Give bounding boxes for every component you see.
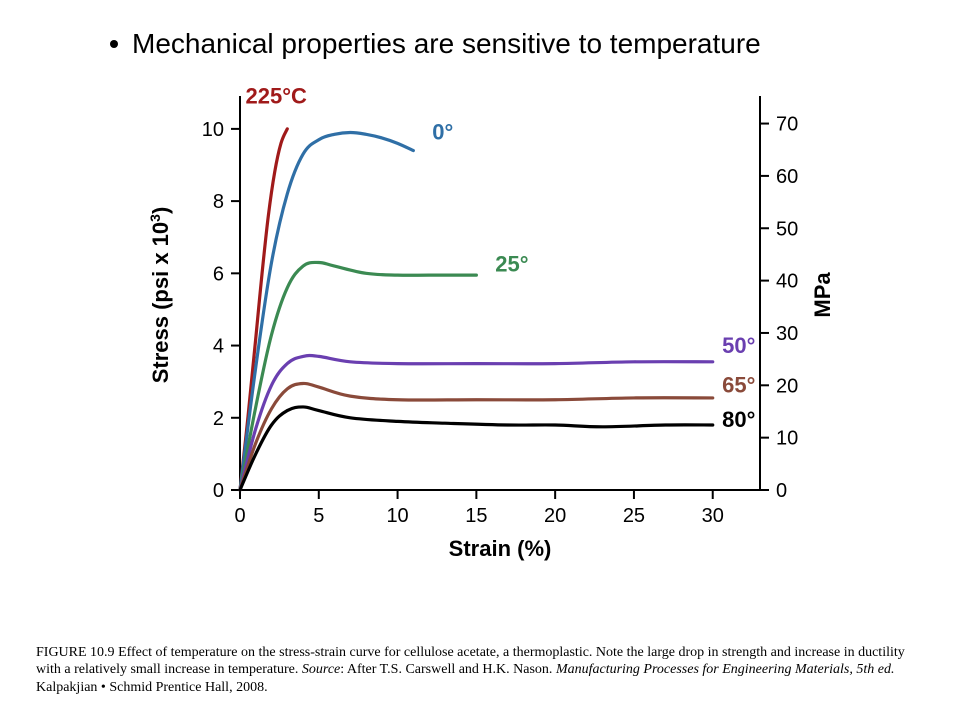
stress-strain-chart: 0 5 10 15 20 25 30 Strain (%) 0 2 4 6 8 10 Stress (psi… [120,70,860,570]
series-label-225°C: 225°C [246,84,308,109]
series-label-50°: 50° [722,333,755,358]
caption-book: Manufacturing Processes for Engineering … [556,662,895,677]
caption-source-after: : After T.S. Carswell and H.K. Nason. [340,662,556,677]
series-label-80°: 80° [722,407,755,432]
svg-text:Stress (psi x 103): Stress (psi x 103) [147,207,173,384]
figure-caption: FIGURE 10.9 Effect of temperature on the… [36,644,924,697]
svg-text:20: 20 [544,505,566,527]
svg-text:4: 4 [213,336,224,358]
caption-tail: Kalpakjian • Schmid Prentice Hall, 2008. [36,680,268,695]
svg-text:70: 70 [776,114,798,136]
svg-text:8: 8 [213,191,224,213]
svg-text:10: 10 [386,505,408,527]
svg-text:20: 20 [776,375,798,397]
svg-text:40: 40 [776,271,798,293]
series-80° [240,407,713,490]
series-label-25°: 25° [495,252,528,277]
series-label-0°: 0° [432,120,453,145]
svg-text:30: 30 [702,505,724,527]
svg-text:5: 5 [313,505,324,527]
svg-text:6: 6 [213,263,224,285]
headline: Mechanical properties are sensitive to t… [110,28,761,60]
svg-text:25: 25 [623,505,645,527]
svg-text:0: 0 [776,480,787,502]
caption-fig-label: FIGURE 10.9 [36,645,115,660]
svg-text:2: 2 [213,408,224,430]
svg-text:10: 10 [776,428,798,450]
series-label-65°: 65° [722,373,755,398]
svg-text:30: 30 [776,323,798,345]
chart-svg: 0 5 10 15 20 25 30 Strain (%) 0 2 4 6 8 10 Stress (psi… [120,70,860,570]
svg-text:Strain (%): Strain (%) [449,536,552,561]
caption-source-label: Source [302,662,340,677]
svg-text:0: 0 [234,505,245,527]
svg-text:50: 50 [776,218,798,240]
svg-text:MPa: MPa [810,272,835,318]
svg-text:15: 15 [465,505,487,527]
svg-text:10: 10 [202,119,224,141]
svg-text:60: 60 [776,166,798,188]
headline-text: Mechanical properties are sensitive to t… [132,28,761,59]
series-65° [240,383,713,490]
bullet-icon [110,40,118,48]
page: Mechanical properties are sensitive to t… [0,0,960,720]
svg-text:0: 0 [213,480,224,502]
